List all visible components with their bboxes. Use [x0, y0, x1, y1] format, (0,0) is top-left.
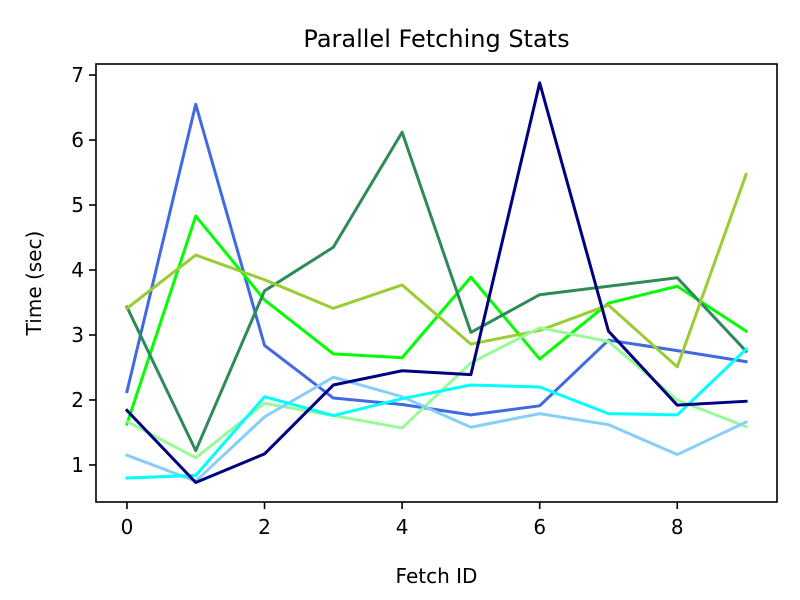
- x-tick-label: 6: [533, 515, 546, 539]
- series-line-8: [124, 81, 748, 484]
- x-axis-ticks: 0 2 4 6 8: [121, 502, 684, 539]
- series-line-5: [124, 326, 748, 460]
- x-tick-label: 4: [396, 515, 409, 539]
- x-axis-label: Fetch ID: [396, 564, 478, 588]
- y-tick-label: 5: [71, 193, 84, 217]
- chart-title: Parallel Fetching Stats: [303, 25, 569, 53]
- y-tick-label: 6: [71, 128, 84, 152]
- series-line-7: [125, 347, 749, 480]
- series-line-4: [124, 172, 748, 369]
- y-tick-label: 3: [71, 323, 84, 347]
- y-tick-label: 1: [71, 453, 84, 477]
- plot-frame: [95, 63, 778, 503]
- series-line-1: [125, 102, 748, 417]
- x-tick-label: 2: [258, 515, 271, 539]
- series-layer: [124, 81, 749, 484]
- series-line-3: [124, 130, 749, 453]
- y-tick-label: 7: [71, 63, 84, 87]
- y-tick-label: 4: [71, 258, 84, 282]
- y-axis-ticks: 1 2 3 4 5 6 7: [71, 63, 96, 477]
- x-tick-label: 8: [671, 515, 684, 539]
- series-line-2: [125, 214, 749, 426]
- x-tick-label: 0: [121, 515, 134, 539]
- series-line-6: [125, 375, 749, 483]
- y-axis-label: Time (sec): [22, 231, 46, 337]
- y-tick-label: 2: [71, 388, 84, 412]
